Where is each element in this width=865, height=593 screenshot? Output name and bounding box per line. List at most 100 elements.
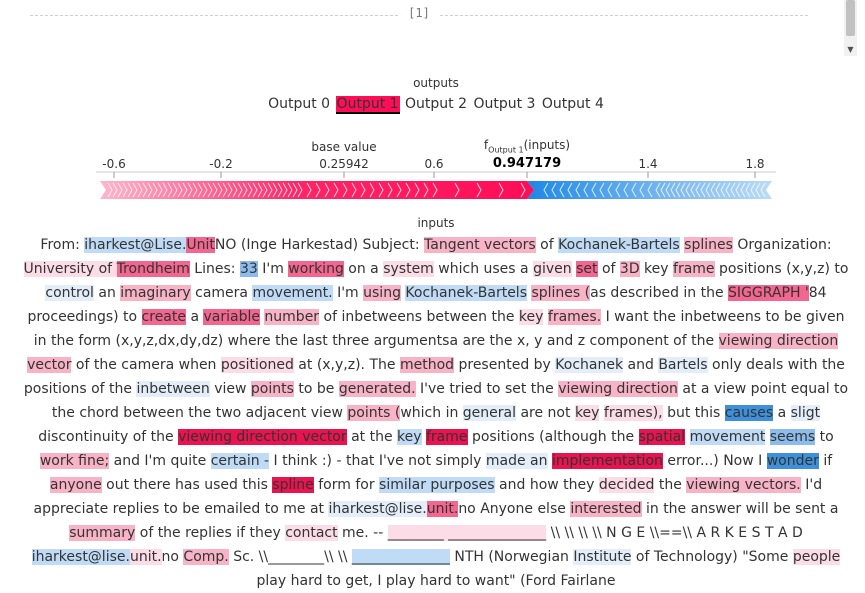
highlighted-token[interactable]: unit. <box>129 549 162 565</box>
chevron-icon <box>287 182 293 198</box>
highlighted-token[interactable]: movement. <box>252 285 333 301</box>
highlighted-token[interactable]: 33 <box>239 261 258 277</box>
highlighted-token[interactable]: general <box>462 405 517 421</box>
highlighted-token[interactable]: unit. <box>426 501 459 517</box>
highlighted-token[interactable]: frame <box>426 429 468 445</box>
tab-output-1[interactable]: Output 1 <box>335 96 400 114</box>
base-value-label: base value <box>311 140 377 154</box>
f-subscript: Output 1 <box>488 145 524 155</box>
highlighted-token[interactable]: anyone <box>49 477 102 493</box>
highlighted-token[interactable]: Tangent vectors <box>424 237 536 253</box>
highlighted-token[interactable]: key <box>518 309 544 325</box>
chevron-icon <box>351 182 357 198</box>
plain-text: discontinuity of the <box>38 429 179 445</box>
highlighted-token[interactable]: interested <box>570 501 642 517</box>
plain-text: of the camera when <box>71 357 221 373</box>
highlighted-token[interactable]: positioned <box>220 357 294 373</box>
highlighted-token[interactable]: key <box>397 429 422 445</box>
chevron-icon <box>700 182 706 198</box>
highlighted-token[interactable]: seems <box>769 429 816 445</box>
highlighted-token[interactable]: movement <box>689 429 766 445</box>
highlighted-token[interactable]: points <box>250 381 294 397</box>
plain-text: which uses a <box>433 261 534 277</box>
tab-output-3[interactable]: Output 3 <box>473 96 536 112</box>
highlighted-token[interactable]: key <box>574 405 600 421</box>
tab-output-0[interactable]: Output 0 <box>268 96 331 112</box>
highlighted-token[interactable]: viewing direction vector <box>178 429 347 445</box>
highlighted-token[interactable]: spatial <box>638 429 686 445</box>
highlighted-token[interactable]: certain - <box>210 453 270 469</box>
highlighted-token[interactable]: splines ( <box>531 285 591 301</box>
chevron-icon <box>272 182 278 198</box>
highlighted-token[interactable]: University of <box>23 261 117 277</box>
chevron-icon <box>680 182 686 198</box>
chevron-icon <box>730 182 736 198</box>
highlighted-token[interactable]: viewing direction <box>558 381 678 397</box>
chevron-icon <box>132 182 138 198</box>
highlighted-token[interactable]: working <box>288 261 344 277</box>
highlighted-token[interactable]: viewing vectors. <box>686 477 801 493</box>
highlighted-token[interactable]: frame <box>673 261 715 277</box>
highlighted-token[interactable]: ______________ <box>351 549 450 565</box>
chevron-icon <box>599 182 605 198</box>
highlighted-token[interactable]: sligt <box>790 405 821 421</box>
highlighted-token[interactable]: variable <box>203 309 260 325</box>
highlighted-token[interactable]: frames), <box>603 405 663 421</box>
highlighted-token[interactable]: imaginary <box>120 285 191 301</box>
chevron-icon <box>207 182 213 198</box>
highlighted-token[interactable]: work fine; <box>39 453 110 469</box>
highlighted-token[interactable]: people <box>792 549 841 565</box>
highlighted-token[interactable]: contact <box>285 525 338 541</box>
highlighted-token[interactable]: control <box>45 285 94 301</box>
plain-text: positions (x,y,z) to <box>714 261 849 277</box>
highlighted-token[interactable]: Kochanek-Bartels <box>558 237 680 253</box>
scroll-down-arrow-icon[interactable]: ▼ <box>847 45 854 54</box>
highlighted-token[interactable]: iharkest@lise. <box>328 501 427 517</box>
highlighted-token[interactable]: ________ ______________ <box>387 525 547 541</box>
tab-output-4[interactable]: Output 4 <box>541 96 604 112</box>
highlighted-token[interactable]: Comp. <box>183 549 229 565</box>
plain-text: NO (Inge Harkestad) Subject: <box>214 237 425 253</box>
chevron-icon <box>725 182 731 198</box>
highlighted-token[interactable]: implementation <box>551 453 663 469</box>
chevron-icon <box>217 182 223 198</box>
vertical-scrollbar[interactable]: ▼ <box>844 0 857 56</box>
highlighted-token[interactable]: Kochanek-Bartels <box>405 285 527 301</box>
highlighted-token[interactable]: Trondheim <box>116 261 190 277</box>
highlighted-token[interactable]: Unit <box>186 237 215 253</box>
highlighted-token[interactable]: summary <box>69 525 136 541</box>
plain-text: presented by <box>454 357 556 373</box>
tab-output-2[interactable]: Output 2 <box>405 96 467 112</box>
scrollbar-thumb[interactable] <box>846 0 855 36</box>
plain-text: I'm <box>332 285 364 301</box>
highlighted-token[interactable]: wonder <box>766 453 819 469</box>
highlighted-token[interactable]: Kochanek <box>555 357 624 373</box>
highlighted-token[interactable]: inbetween <box>136 381 210 397</box>
highlighted-token[interactable]: iharkest@lise. <box>31 549 130 565</box>
highlighted-token[interactable]: generated. <box>338 381 416 397</box>
highlighted-token[interactable]: splines <box>684 237 733 253</box>
highlighted-token[interactable]: method <box>399 357 455 373</box>
highlighted-token[interactable]: SIGGRAPH ' <box>728 285 809 301</box>
highlighted-token[interactable]: 3D <box>619 261 640 277</box>
highlighted-token[interactable]: spline <box>272 477 314 493</box>
highlighted-token[interactable]: create <box>141 309 186 325</box>
input-text-block: From: iharkest@Lise.UnitNO (Inge Harkest… <box>22 233 850 593</box>
highlighted-token[interactable]: Institute <box>573 549 632 565</box>
highlighted-token[interactable]: set <box>576 261 598 277</box>
highlighted-token[interactable]: points ( <box>347 405 401 421</box>
highlighted-token[interactable]: using <box>363 285 401 301</box>
highlighted-token[interactable]: decided <box>598 477 655 493</box>
highlighted-token[interactable]: causes <box>724 405 774 421</box>
plain-text: Organization: <box>732 237 832 253</box>
highlighted-token[interactable]: given <box>533 261 572 277</box>
highlighted-token[interactable]: frames. <box>547 309 602 325</box>
plain-text: me. -- <box>337 525 388 541</box>
highlighted-token[interactable]: made an <box>485 453 548 469</box>
plain-text: and <box>623 357 659 373</box>
highlighted-token[interactable]: similar purposes <box>379 477 495 493</box>
highlighted-token[interactable]: Bartels <box>658 357 708 373</box>
highlighted-token[interactable]: system <box>383 261 434 277</box>
highlighted-token[interactable]: number <box>264 309 320 325</box>
highlighted-token[interactable]: iharkest@Lise. <box>84 237 187 253</box>
